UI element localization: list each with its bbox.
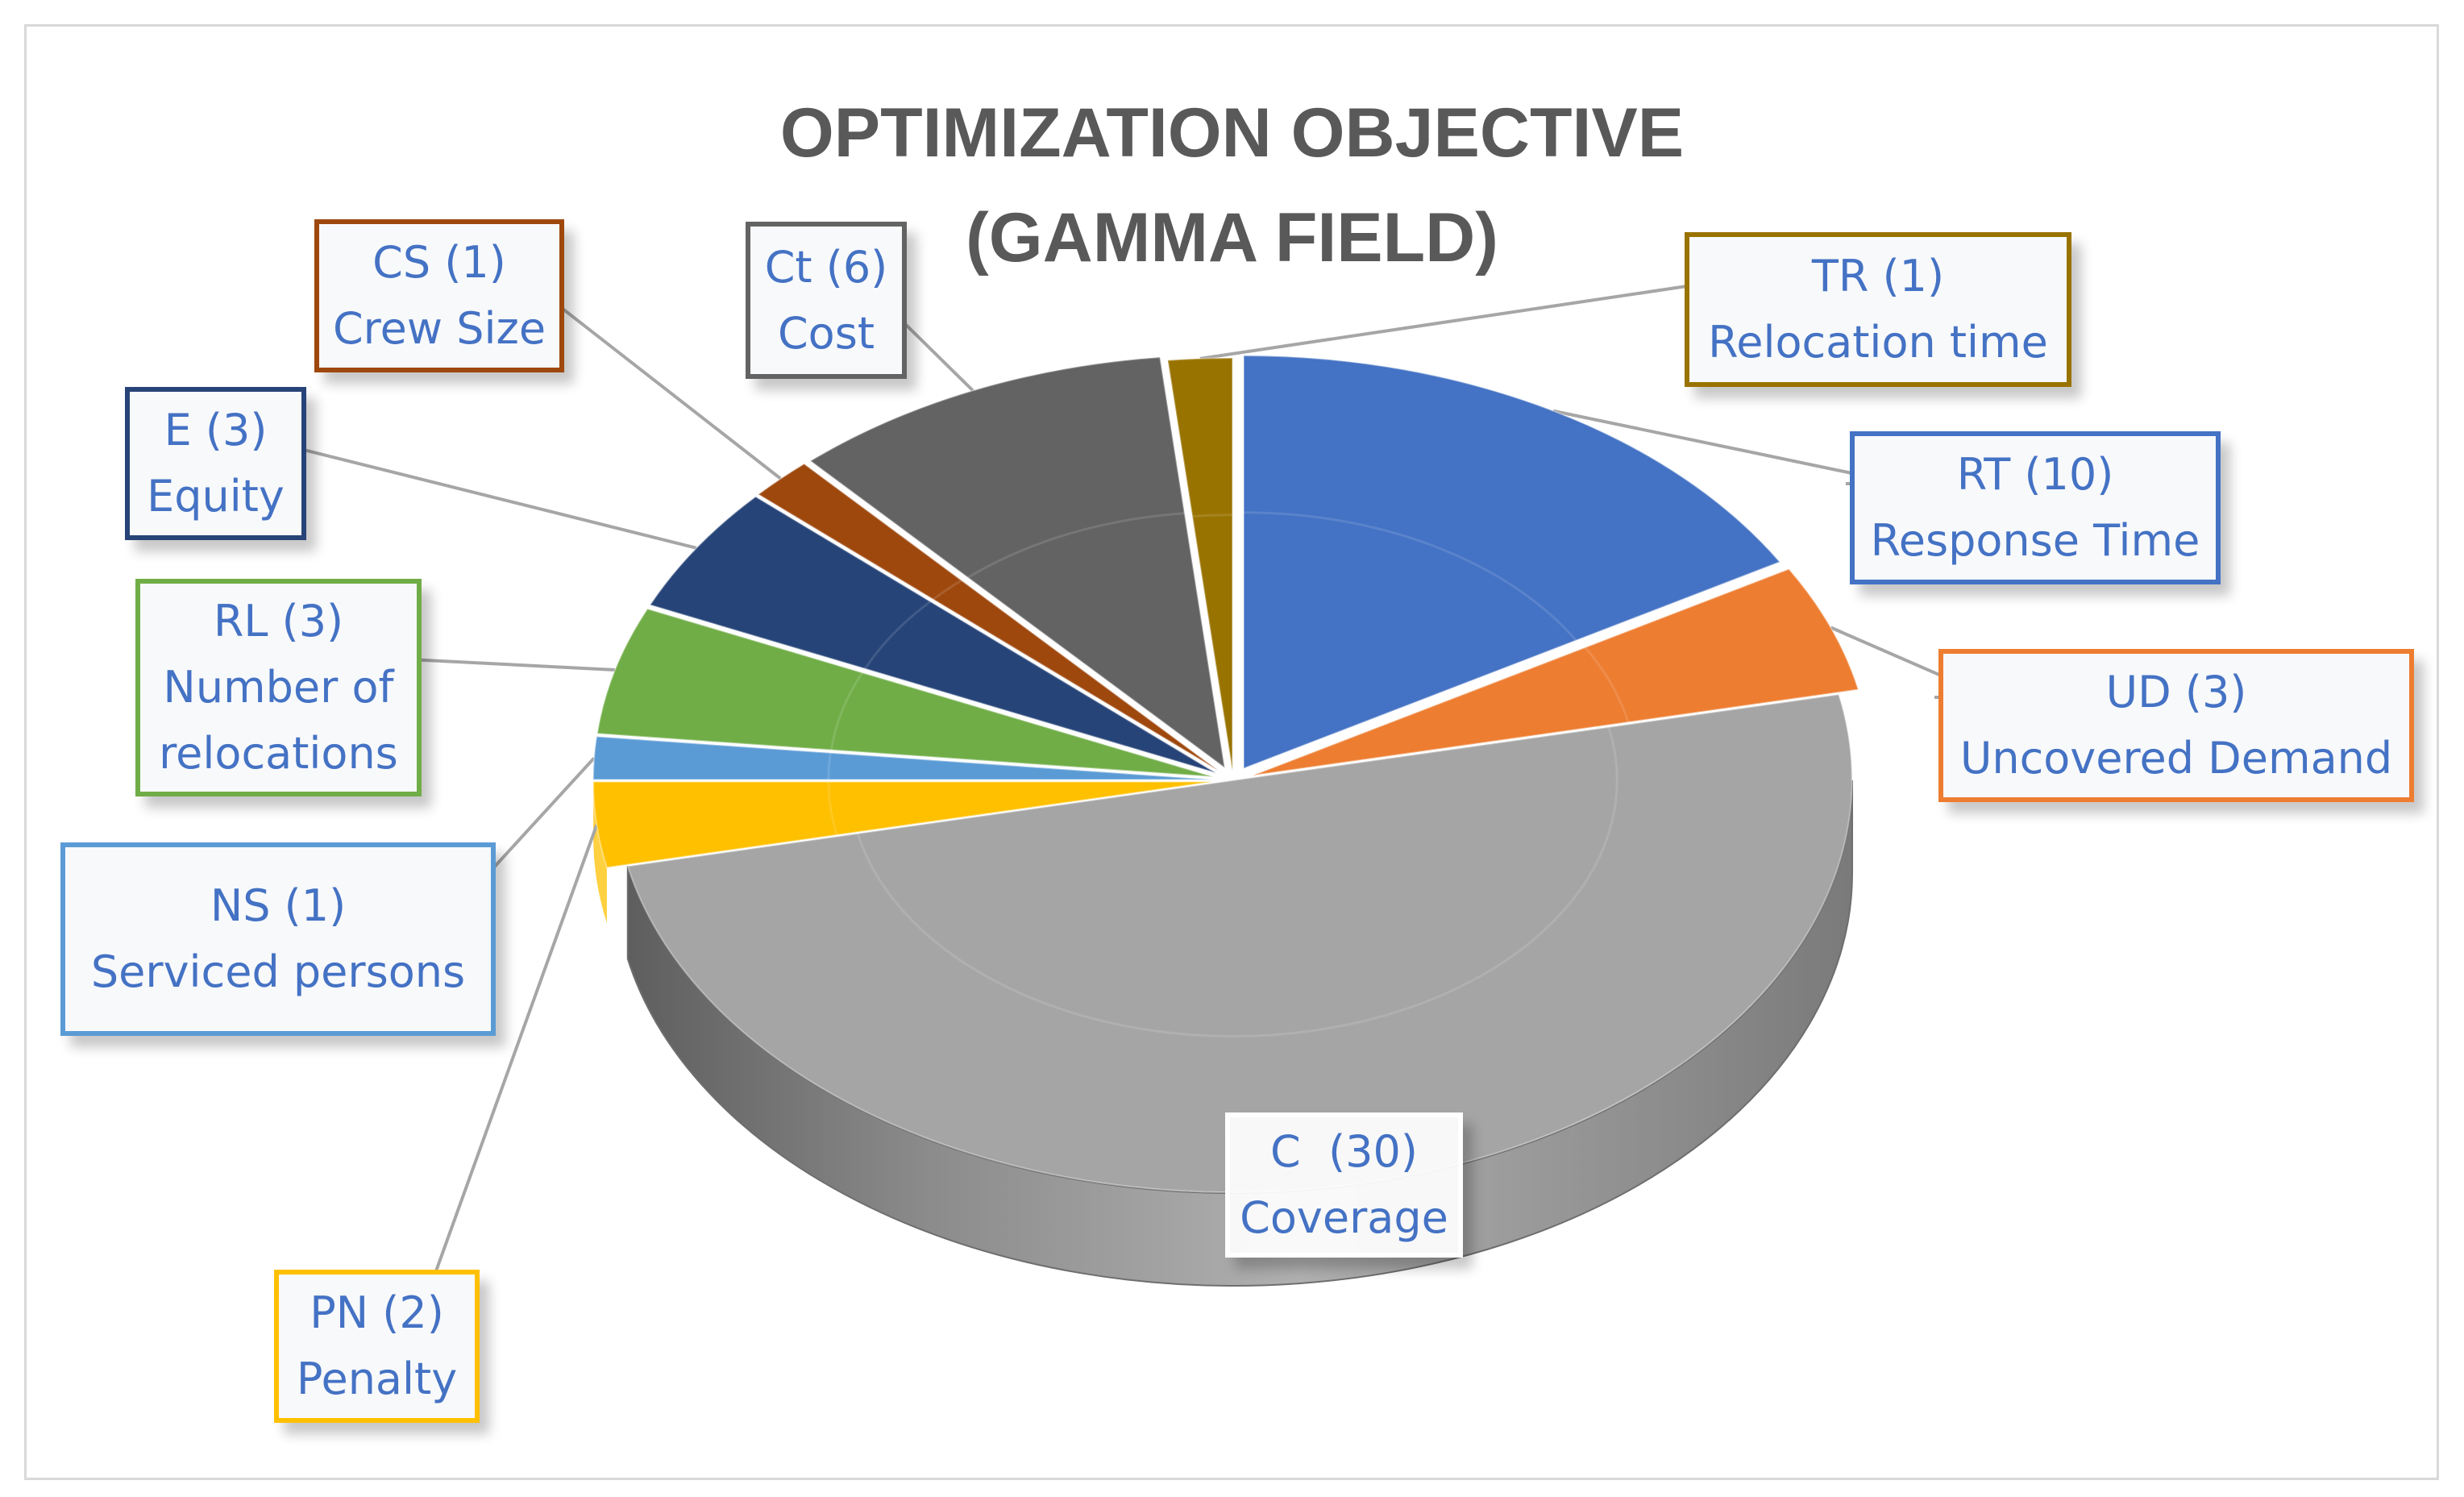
pie-slice-bevel xyxy=(863,601,932,670)
data-label-ct: Ct (6) Cost xyxy=(746,222,907,379)
data-label-name: Uncovered Demand xyxy=(1959,733,2393,784)
pie-side-wall-coverage xyxy=(626,780,1853,1287)
pie-slice-rl xyxy=(596,608,1214,778)
pie-slice-bevel xyxy=(827,752,832,780)
data-label-pn: PN (2) Penalty xyxy=(274,1270,480,1423)
data-label-value: TR (1) xyxy=(1811,251,1945,301)
data-label-cs: CS (1) Crew Size xyxy=(314,219,564,372)
data-label-value: RT (10) xyxy=(1956,449,2114,500)
pie-slice-rt xyxy=(1243,355,1781,770)
pie-slice-bevel xyxy=(827,781,838,836)
data-label-name: Serviced persons xyxy=(90,946,466,997)
data-label-ud: UD (3) Uncovered Demand xyxy=(1938,649,2414,802)
pie-slice-ns xyxy=(592,735,1213,781)
data-label-name: Cost xyxy=(777,307,875,359)
pie-slice-e xyxy=(649,495,1216,774)
pie-slice-ct xyxy=(808,356,1226,770)
data-label-name: Crew Size xyxy=(332,303,546,354)
pie-slice-ud xyxy=(1252,568,1859,776)
data-label-value: RL (3) xyxy=(213,596,344,647)
pie-slice-bevel xyxy=(932,579,962,601)
pie-slice-bevel xyxy=(829,672,864,751)
pie-slice-tr xyxy=(1166,357,1234,771)
data-label-value: Ct (6) xyxy=(764,241,888,293)
chart-title: OPTIMIZATION OBJECTIVE (GAMMA FIELD) xyxy=(0,81,2464,290)
data-label-tr: TR (1) Relocation time xyxy=(1685,232,2071,387)
pie-slice-pn xyxy=(592,780,1213,869)
data-label-name: Equity xyxy=(147,471,285,522)
pie-slice-bevel xyxy=(1192,514,1233,518)
data-label-name: Number of xyxy=(163,662,394,713)
pie-slice-cs xyxy=(757,463,1220,771)
pie-slice-bevel xyxy=(1584,647,1630,723)
data-label-value: PN (2) xyxy=(310,1287,444,1338)
chart-title-line-2: (GAMMA FIELD) xyxy=(966,199,1498,277)
data-label-ns: NS (1) Serviced persons xyxy=(60,842,496,1036)
pie-slice-bevel xyxy=(967,512,1185,579)
data-label-value: E (3) xyxy=(164,405,268,455)
pie-slices xyxy=(592,355,1859,1193)
data-label-e: E (3) Equity xyxy=(125,387,306,540)
pie-slice-bevel xyxy=(1243,511,1577,642)
data-label-name: Penalty xyxy=(296,1354,458,1404)
pie-side-wall-pn xyxy=(593,781,607,924)
data-label-name: Response Time xyxy=(1870,515,2200,566)
data-label-value: NS (1) xyxy=(210,880,347,931)
data-label-name: Coverage xyxy=(1240,1192,1448,1243)
pie-side-wall xyxy=(593,780,1853,1287)
data-label-c: C (30) Coverage xyxy=(1225,1112,1463,1258)
data-label-value: UD (3) xyxy=(2105,667,2247,717)
data-label-name: Relocation time xyxy=(1708,317,2048,368)
data-label-name-cont: relocations xyxy=(159,728,398,779)
leader-line-e xyxy=(245,434,697,550)
data-label-value: CS (1) xyxy=(372,237,506,288)
data-label-rl: RL (3) Number of relocations xyxy=(135,579,422,796)
chart-title-line-1: OPTIMIZATION OBJECTIVE xyxy=(779,94,1685,172)
data-label-value: C (30) xyxy=(1270,1126,1418,1177)
data-label-rt: RT (10) Response Time xyxy=(1850,431,2221,584)
